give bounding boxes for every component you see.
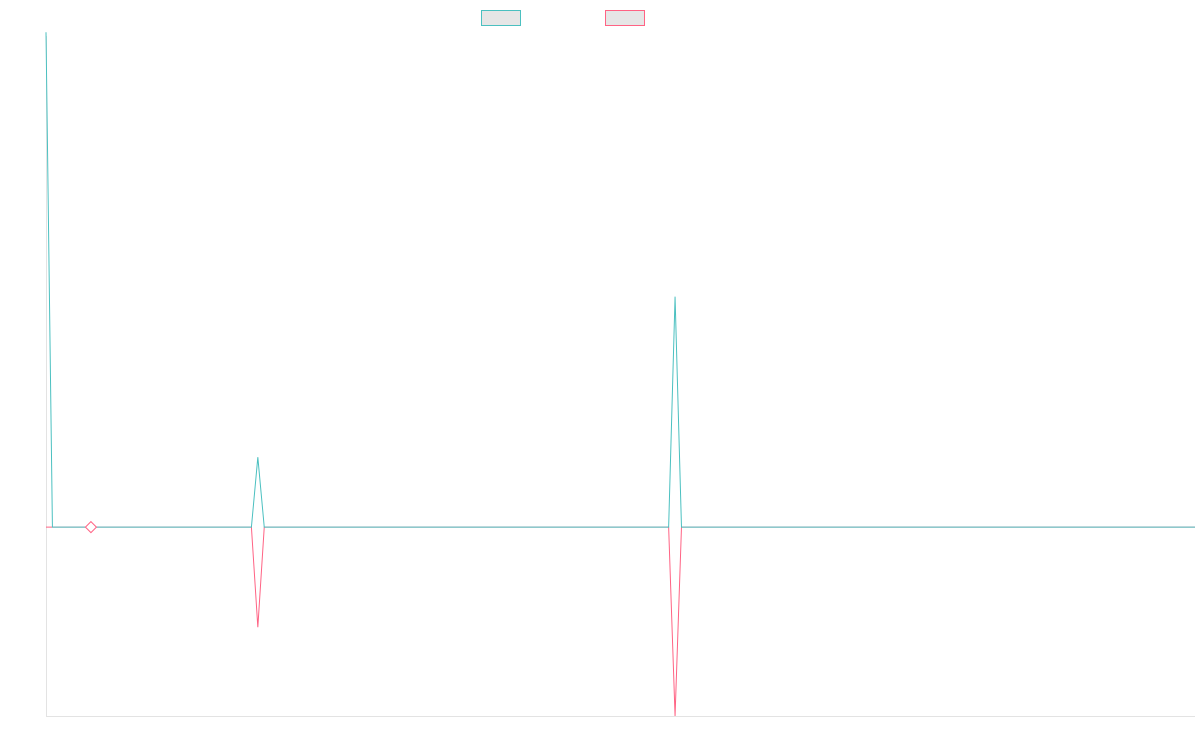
series-line-1 xyxy=(45,32,1195,528)
data-point-marker-1[interactable] xyxy=(84,520,98,534)
series-group xyxy=(45,32,1195,717)
legend-swatch-1[interactable] xyxy=(481,10,521,26)
legend xyxy=(481,10,645,26)
markers-group xyxy=(84,520,98,534)
series-line-2 xyxy=(46,526,1195,717)
axes xyxy=(46,36,1195,717)
legend-swatch-2[interactable] xyxy=(605,10,645,26)
